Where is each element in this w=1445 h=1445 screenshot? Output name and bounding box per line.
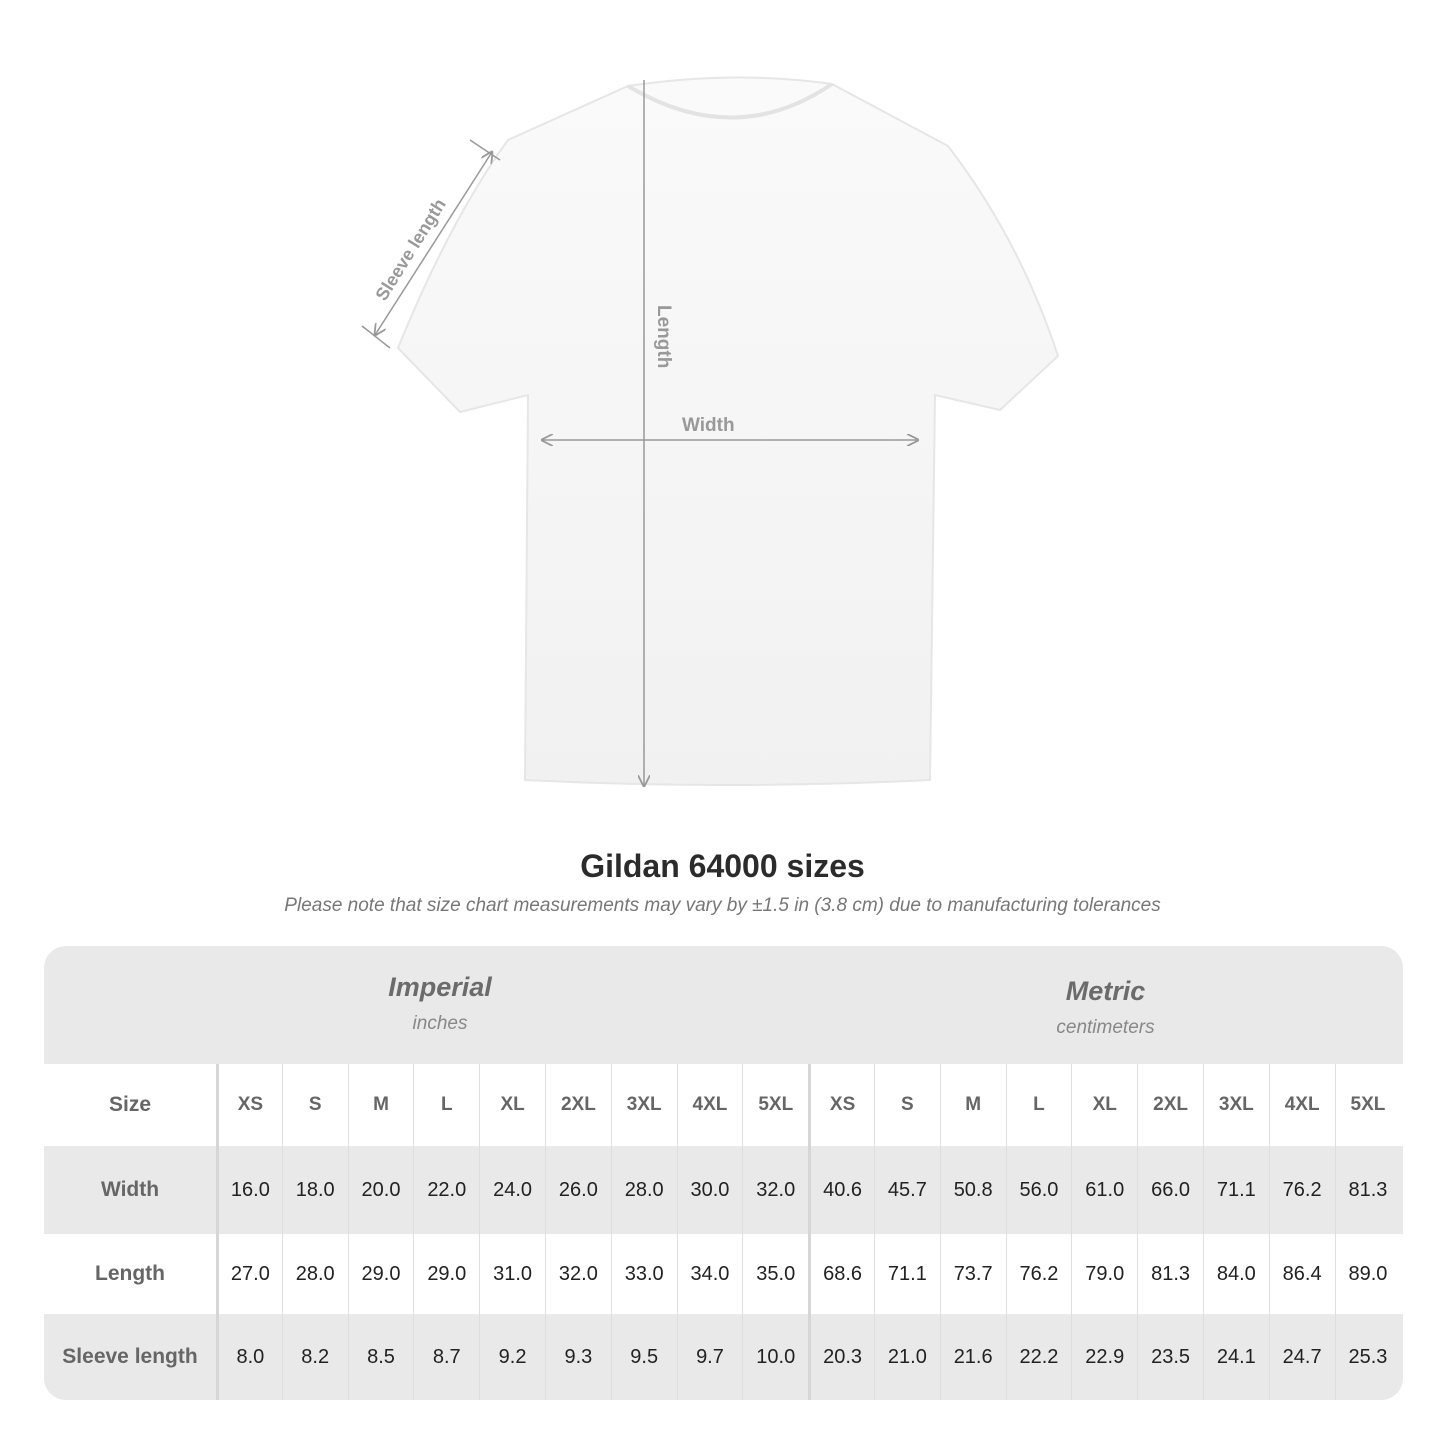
tshirt-diagram: Sleeve length Length Width (361, 76, 1060, 820)
size-header-metric: S (873, 1064, 940, 1146)
imperial-value: 34.0 (676, 1234, 743, 1314)
metric-value: 50.8 (939, 1146, 1006, 1234)
size-header-imperial: 3XL (610, 1064, 677, 1146)
size-header-metric: 4XL (1268, 1064, 1335, 1146)
metric-value: 24.1 (1202, 1314, 1269, 1400)
imperial-value: 16.0 (216, 1146, 282, 1234)
metric-value: 22.2 (1005, 1314, 1072, 1400)
size-header-metric: 3XL (1202, 1064, 1269, 1146)
imperial-value: 29.0 (413, 1234, 479, 1314)
metric-value: 76.2 (1005, 1234, 1072, 1314)
metric-value: 76.2 (1268, 1146, 1335, 1234)
size-header-imperial: 2XL (544, 1064, 611, 1146)
imperial-value: 28.0 (281, 1234, 348, 1314)
size-header-metric: XS (808, 1064, 874, 1146)
imperial-value: 10.0 (742, 1314, 808, 1400)
imperial-value: 9.5 (610, 1314, 677, 1400)
tolerance-note: Please note that size chart measurements… (284, 895, 1161, 916)
imperial-value: 22.0 (413, 1146, 479, 1234)
imperial-value: 8.7 (413, 1314, 479, 1400)
imperial-value: 8.2 (281, 1314, 348, 1400)
imperial-value: 32.0 (544, 1234, 611, 1314)
metric-value: 23.5 (1137, 1314, 1203, 1400)
row-label: Sleeve length (62, 1345, 198, 1368)
size-header-imperial: 4XL (676, 1064, 743, 1146)
imperial-value: 18.0 (281, 1146, 348, 1234)
metric-value: 45.7 (873, 1146, 940, 1234)
width-label: Width (682, 415, 735, 436)
table-row: Sleeve length 8.0 8.2 8.5 8.7 9.2 9.3 9.5 9.7 10.… (44, 1314, 1403, 1400)
size-header-metric: L (1005, 1064, 1072, 1146)
metric-value: 71.1 (873, 1234, 940, 1314)
imperial-value: 8.5 (347, 1314, 414, 1400)
row-label: Width (100, 1178, 160, 1201)
size-header-imperial: XL (479, 1064, 545, 1146)
imperial-value: 28.0 (610, 1146, 677, 1234)
metric-value: 61.0 (1071, 1146, 1137, 1234)
metric-value: 24.7 (1268, 1314, 1335, 1400)
imperial-value: 9.7 (676, 1314, 743, 1400)
size-header-imperial: S (281, 1064, 348, 1146)
length-label: Length (653, 305, 674, 368)
row-label: Size (108, 1093, 152, 1116)
imperial-value: 24.0 (479, 1146, 545, 1234)
page-title: Gildan 64000 sizes (580, 848, 865, 884)
imperial-value: 29.0 (347, 1234, 414, 1314)
table-row: Width 16.0 18.0 20.0 22.0 24.0 26.0 28.0 30.0 32.… (44, 1146, 1403, 1234)
metric-value: 89.0 (1334, 1234, 1401, 1314)
imperial-label: Imperial (388, 972, 492, 1002)
metric-value: 22.9 (1071, 1314, 1137, 1400)
imperial-value: 35.0 (742, 1234, 808, 1314)
imperial-value: 31.0 (479, 1234, 545, 1314)
sleeve-arrow (375, 152, 492, 335)
imperial-value: 30.0 (676, 1146, 743, 1234)
imperial-value: 9.2 (479, 1314, 545, 1400)
size-header-metric: 5XL (1334, 1064, 1401, 1146)
metric-value: 21.6 (939, 1314, 1006, 1400)
metric-value: 20.3 (808, 1314, 874, 1400)
imperial-value: 20.0 (347, 1146, 414, 1234)
size-header-imperial: M (347, 1064, 414, 1146)
imperial-value: 32.0 (742, 1146, 808, 1234)
metric-value: 71.1 (1202, 1146, 1269, 1234)
table-row: Length 27.0 28.0 29.0 29.0 31.0 32.0 33.0 34.0 35… (44, 1234, 1403, 1314)
metric-value: 73.7 (939, 1234, 1006, 1314)
metric-value: 81.3 (1137, 1234, 1203, 1314)
imperial-value: 27.0 (216, 1234, 282, 1314)
metric-value: 84.0 (1202, 1234, 1269, 1314)
imperial-value: 8.0 (216, 1314, 282, 1400)
size-header-metric: XL (1071, 1064, 1137, 1146)
metric-value: 79.0 (1071, 1234, 1137, 1314)
metric-value: 81.3 (1334, 1146, 1401, 1234)
imperial-unit: inches (412, 1013, 468, 1034)
metric-value: 56.0 (1005, 1146, 1072, 1234)
row-label: Length (95, 1262, 165, 1285)
size-header-imperial: L (413, 1064, 479, 1146)
metric-value: 21.0 (873, 1314, 940, 1400)
metric-value: 40.6 (808, 1146, 874, 1234)
imperial-value: 26.0 (544, 1146, 611, 1234)
metric-value: 86.4 (1268, 1234, 1335, 1314)
size-table: Imperial inches Metric centimeters Size X… (44, 946, 1403, 1400)
metric-value: 25.3 (1334, 1314, 1401, 1400)
imperial-value: 33.0 (610, 1234, 677, 1314)
metric-label: Metric (1065, 976, 1146, 1006)
metric-unit: centimeters (1056, 1017, 1155, 1038)
size-header-imperial: XS (216, 1064, 282, 1146)
metric-header: Metric centimeters (808, 946, 1403, 1064)
size-header-metric: 2XL (1137, 1064, 1203, 1146)
imperial-value: 9.3 (544, 1314, 611, 1400)
imperial-header: Imperial inches (216, 946, 664, 1064)
metric-value: 68.6 (808, 1234, 874, 1314)
size-header-metric: M (939, 1064, 1006, 1146)
metric-value: 66.0 (1137, 1146, 1203, 1234)
size-header-row: Size XS S M L XL 2XL 3XL 4XL 5XL XS S M L XL 2XL 3XL 4XL 5… (44, 1064, 1403, 1146)
size-header-imperial: 5XL (742, 1064, 808, 1146)
